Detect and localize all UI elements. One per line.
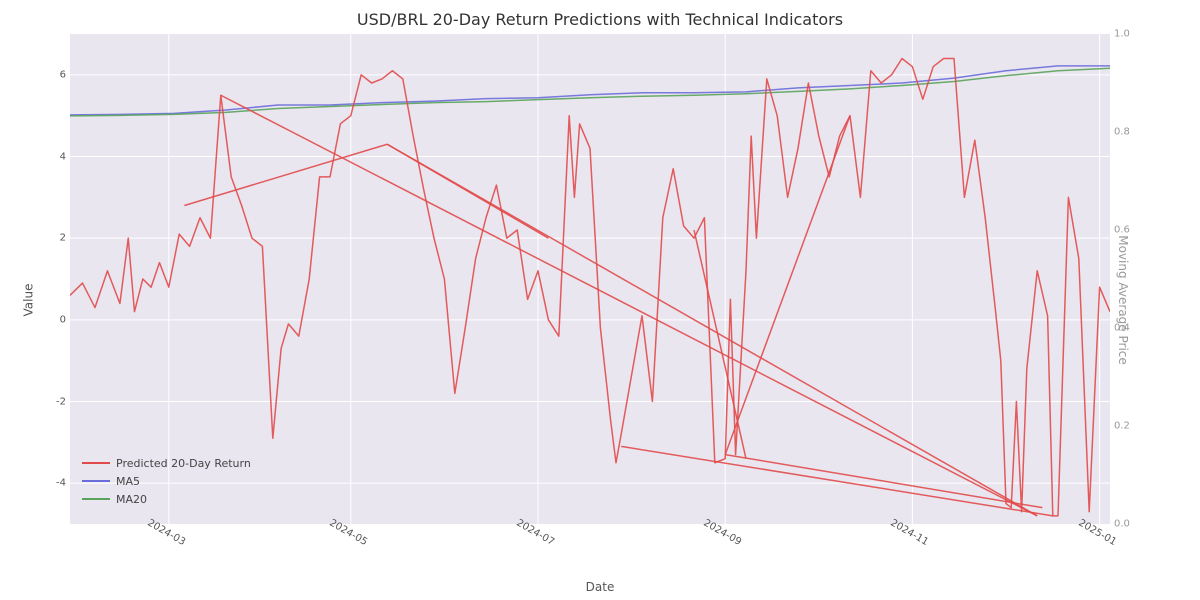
chart-plot-area [70, 34, 1110, 524]
legend-item: MA5 [82, 472, 251, 490]
chart-svg [70, 34, 1110, 524]
legend-label: Predicted 20-Day Return [116, 457, 251, 470]
y-tick-left: 6 [44, 69, 66, 80]
y-tick-right: 0.0 [1114, 519, 1130, 530]
x-axis-label: Date [0, 580, 1200, 594]
legend-label: MA5 [116, 475, 140, 488]
legend-swatch [82, 462, 110, 464]
y-tick-left: 2 [44, 233, 66, 244]
chart-legend: Predicted 20-Day Return MA5 MA20 [82, 454, 251, 508]
y-tick-right: 0.6 [1114, 225, 1130, 236]
legend-swatch [82, 498, 110, 500]
y-tick-right: 0.4 [1114, 323, 1130, 334]
y-tick-left: -4 [44, 478, 66, 489]
legend-item: MA20 [82, 490, 251, 508]
legend-label: MA20 [116, 493, 147, 506]
y-tick-right: 1.0 [1114, 29, 1130, 40]
y-tick-left: -2 [44, 396, 66, 407]
y-tick-right: 0.8 [1114, 127, 1130, 138]
legend-swatch [82, 480, 110, 482]
page-title: USD/BRL 20-Day Return Predictions with T… [0, 10, 1200, 29]
y-tick-left: 0 [44, 314, 66, 325]
y-tick-right: 0.2 [1114, 421, 1130, 432]
legend-item: Predicted 20-Day Return [82, 454, 251, 472]
y-axis-label-left: Value [21, 284, 35, 317]
y-axis-label-right: Moving Average Price [1116, 235, 1130, 365]
y-tick-left: 4 [44, 151, 66, 162]
